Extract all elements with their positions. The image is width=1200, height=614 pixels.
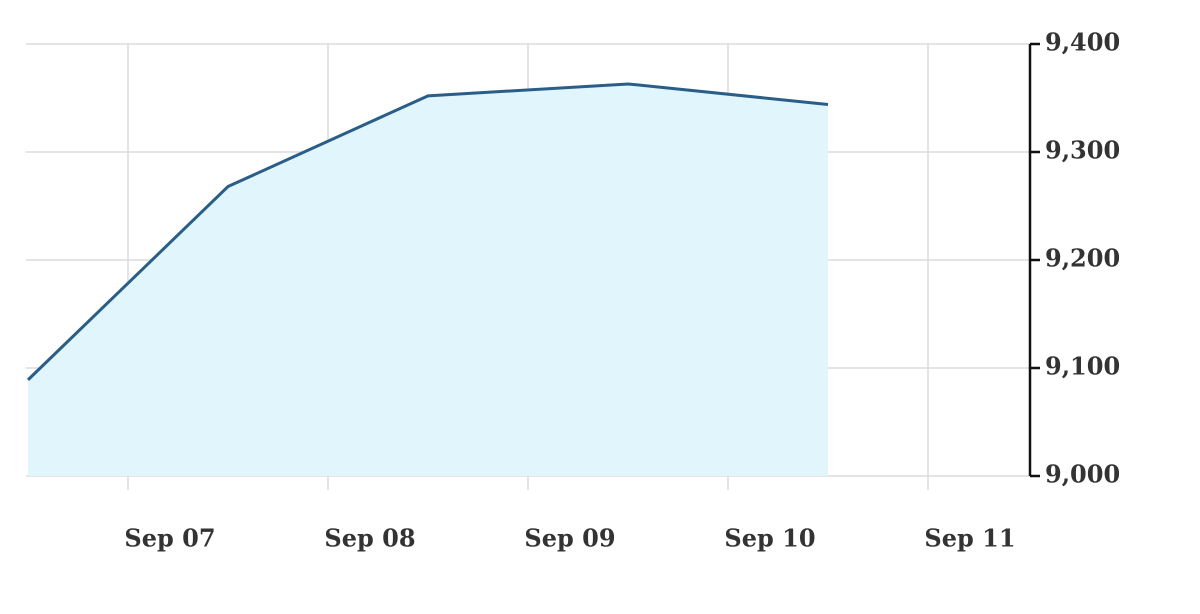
area [28,83,828,477]
y-tick-label: 9,300 [1045,136,1120,165]
x-tick-label: Sep 09 [524,524,615,553]
y-tick-label: 9,400 [1045,28,1120,57]
y-tick-label: 9,000 [1045,460,1120,489]
x-tick-label: Sep 07 [124,524,215,553]
x-tick-label: Sep 11 [924,524,1015,553]
x-tick-label: Sep 08 [324,524,415,553]
x-tick-label: Sep 10 [724,524,815,553]
y-tick-label: 9,100 [1045,352,1120,381]
y-tick-label: 9,200 [1045,244,1120,273]
line [26,82,829,381]
